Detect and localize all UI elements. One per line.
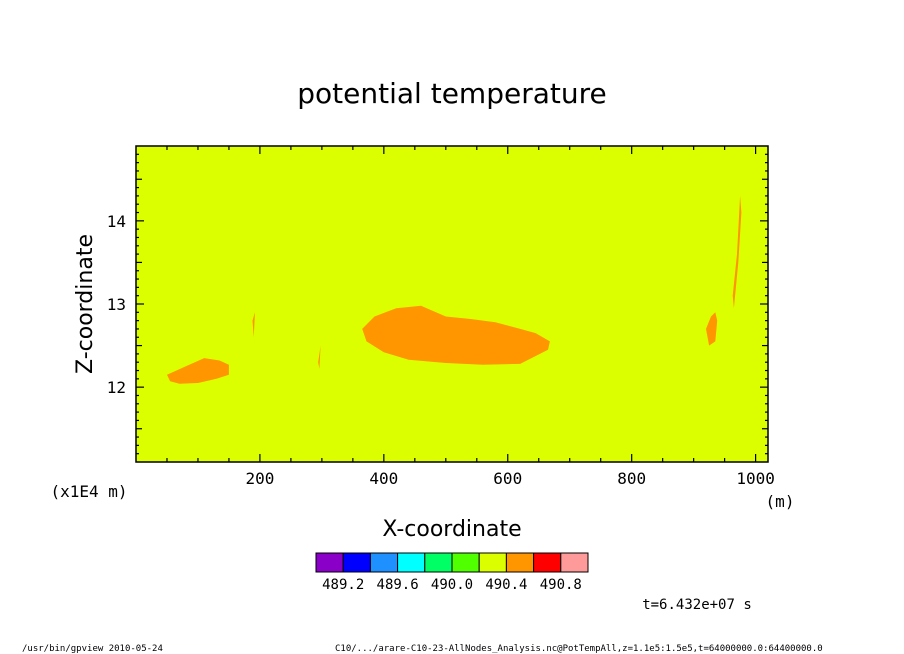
colorbar-swatch bbox=[560, 552, 589, 573]
footer-right: C10/.../arare-C10-23-AllNodes_Analysis.n… bbox=[335, 644, 823, 654]
x-axis: 200 400 600 800 1000 bbox=[166, 146, 775, 488]
colorbar-swatch bbox=[424, 552, 453, 573]
colorbar-label: 490.8 bbox=[540, 577, 582, 593]
y-axis: 12 13 14 bbox=[107, 153, 768, 455]
contour-region-5 bbox=[318, 345, 321, 369]
x-unit-label: (m) bbox=[766, 492, 795, 511]
colorbar: 489.2 489.6 490.0 490.4 490.8 bbox=[315, 552, 589, 593]
y-tick-label: 14 bbox=[107, 212, 126, 231]
contour-region-6 bbox=[252, 312, 255, 338]
x-tick-label: 1000 bbox=[736, 469, 775, 488]
contour-region-3 bbox=[706, 312, 718, 346]
footer-left: /usr/bin/gpview 2010-05-24 bbox=[22, 644, 163, 654]
colorbar-swatch bbox=[369, 552, 399, 573]
colorbar-label: 490.0 bbox=[431, 577, 473, 593]
colorbar-swatch bbox=[478, 552, 507, 573]
plot-background bbox=[136, 146, 768, 462]
y-scale-label: (x1E4 m) bbox=[50, 482, 127, 501]
colorbar-label: 489.2 bbox=[322, 577, 364, 593]
time-annotation: t=6.432e+07 s bbox=[642, 597, 752, 613]
contour-region-2 bbox=[167, 358, 229, 384]
colorbar-label: 489.6 bbox=[377, 577, 419, 593]
y-tick-label: 12 bbox=[107, 378, 126, 397]
y-axis-label: Z-coordinate bbox=[73, 234, 98, 374]
contour-regions bbox=[167, 195, 742, 384]
x-tick-label: 800 bbox=[617, 469, 646, 488]
plot-area bbox=[135, 145, 769, 463]
colorbar-label: 490.4 bbox=[485, 577, 527, 593]
y-tick-label: 13 bbox=[107, 295, 126, 314]
x-tick-label: 600 bbox=[493, 469, 522, 488]
colorbar-swatch bbox=[315, 552, 344, 573]
contour-region-4 bbox=[732, 195, 742, 309]
x-tick-label: 400 bbox=[369, 469, 398, 488]
colorbar-swatch bbox=[397, 552, 426, 573]
colorbar-swatch bbox=[505, 552, 535, 573]
colorbar-swatch bbox=[533, 552, 562, 573]
contour-region-1 bbox=[362, 305, 550, 365]
colorbar-swatch bbox=[342, 552, 371, 573]
colorbar-swatch bbox=[451, 552, 480, 573]
x-axis-label: X-coordinate bbox=[382, 517, 521, 542]
x-tick-label: 200 bbox=[245, 469, 274, 488]
chart-title: potential temperature bbox=[297, 77, 606, 110]
